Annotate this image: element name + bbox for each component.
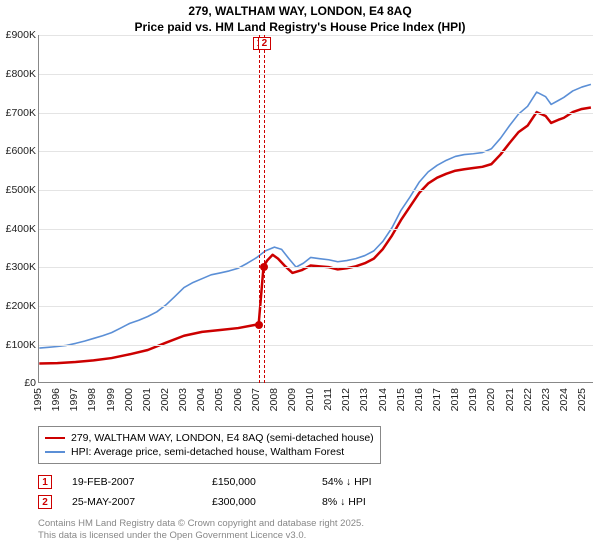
y-axis-label: £500K: [0, 184, 36, 196]
sale-marker-dot: [260, 263, 268, 271]
x-axis-label: 2008: [268, 388, 280, 411]
sale-row: 2 25-MAY-2007 £300,000 8% ↓ HPI: [38, 492, 593, 512]
y-axis-label: £300K: [0, 261, 36, 273]
gridline-y: [39, 190, 593, 191]
gridline-y: [39, 345, 593, 346]
chart-title: 279, WALTHAM WAY, LONDON, E4 8AQ Price p…: [0, 0, 600, 35]
y-axis-label: £900K: [0, 29, 36, 41]
footer-line1: Contains HM Land Registry data © Crown c…: [38, 518, 593, 530]
y-axis-label: £200K: [0, 300, 36, 312]
legend-row: 279, WALTHAM WAY, LONDON, E4 8AQ (semi-d…: [45, 431, 374, 445]
sales-table: 1 19-FEB-2007 £150,000 54% ↓ HPI 2 25-MAY-200…: [38, 472, 593, 512]
x-axis-label: 2011: [322, 388, 334, 411]
y-axis-label: £700K: [0, 107, 36, 119]
x-axis-label: 1998: [86, 388, 98, 411]
x-axis-label: 2016: [413, 388, 425, 411]
gridline-y: [39, 151, 593, 152]
sale-marker-number: 2: [258, 37, 271, 50]
sale-row-pct: 54% ↓ HPI: [322, 476, 432, 488]
x-axis-label: 2001: [141, 388, 153, 411]
legend-swatch: [45, 451, 65, 453]
x-axis-label: 2014: [377, 388, 389, 411]
footer-line2: This data is licensed under the Open Gov…: [38, 530, 593, 542]
x-axis-label: 2005: [213, 388, 225, 411]
x-axis-label: 2017: [431, 388, 443, 411]
x-axis-label: 2012: [340, 388, 352, 411]
figure-root: 279, WALTHAM WAY, LONDON, E4 8AQ Price p…: [0, 0, 600, 560]
sale-row-number: 1: [38, 475, 52, 489]
x-axis-label: 2003: [177, 388, 189, 411]
series-line: [39, 85, 591, 349]
sale-marker-line: [264, 35, 265, 383]
legend-box: 279, WALTHAM WAY, LONDON, E4 8AQ (semi-d…: [38, 426, 381, 464]
x-axis-label: 1999: [105, 388, 117, 411]
sale-marker-dot: [255, 321, 263, 329]
x-axis-label: 1996: [50, 388, 62, 411]
y-axis-label: £100K: [0, 339, 36, 351]
gridline-y: [39, 267, 593, 268]
y-axis-label: £800K: [0, 68, 36, 80]
x-axis-label: 2021: [504, 388, 516, 411]
x-axis-label: 2002: [159, 388, 171, 411]
gridline-y: [39, 306, 593, 307]
x-axis-label: 2022: [522, 388, 534, 411]
x-axis-label: 2018: [449, 388, 461, 411]
x-axis-label: 1997: [68, 388, 80, 411]
sale-row-number: 2: [38, 495, 52, 509]
gridline-y: [39, 74, 593, 75]
x-axis-label: 1995: [32, 388, 44, 411]
x-axis-label: 2009: [286, 388, 298, 411]
sale-row-price: £300,000: [212, 496, 302, 508]
footer-attribution: Contains HM Land Registry data © Crown c…: [38, 518, 593, 542]
sale-marker-line: [259, 35, 260, 383]
gridline-y: [39, 35, 593, 36]
gridline-y: [39, 113, 593, 114]
x-axis-label: 2010: [304, 388, 316, 411]
title-line2: Price paid vs. HM Land Registry's House …: [0, 20, 600, 36]
legend-row: HPI: Average price, semi-detached house,…: [45, 445, 374, 459]
y-axis-label: £600K: [0, 145, 36, 157]
sale-row-date: 19-FEB-2007: [72, 476, 192, 488]
sale-row-price: £150,000: [212, 476, 302, 488]
x-axis-label: 2004: [195, 388, 207, 411]
legend-label: 279, WALTHAM WAY, LONDON, E4 8AQ (semi-d…: [71, 432, 374, 444]
sale-row-pct: 8% ↓ HPI: [322, 496, 432, 508]
x-axis-label: 2025: [576, 388, 588, 411]
x-axis-label: 2006: [232, 388, 244, 411]
chart-area: 12 £0 £100K £200K £300K £400K £500K £600K £700K…: [0, 35, 600, 415]
x-axis-label: 2019: [467, 388, 479, 411]
title-line1: 279, WALTHAM WAY, LONDON, E4 8AQ: [0, 4, 600, 20]
x-axis-label: 2020: [485, 388, 497, 411]
line-series-svg: [39, 35, 593, 382]
sale-row: 1 19-FEB-2007 £150,000 54% ↓ HPI: [38, 472, 593, 492]
legend-and-footer: 279, WALTHAM WAY, LONDON, E4 8AQ (semi-d…: [38, 426, 593, 542]
gridline-y: [39, 229, 593, 230]
plot-area: 12: [38, 35, 593, 383]
x-axis-label: 2024: [558, 388, 570, 411]
legend-swatch: [45, 437, 65, 439]
y-axis-label: £0: [0, 377, 36, 389]
series-line: [39, 108, 591, 364]
legend-label: HPI: Average price, semi-detached house,…: [71, 446, 344, 458]
x-axis-label: 2013: [358, 388, 370, 411]
x-axis-label: 2007: [250, 388, 262, 411]
sale-row-date: 25-MAY-2007: [72, 496, 192, 508]
x-axis-label: 2000: [123, 388, 135, 411]
y-axis-label: £400K: [0, 223, 36, 235]
x-axis-label: 2023: [540, 388, 552, 411]
x-axis-label: 2015: [395, 388, 407, 411]
